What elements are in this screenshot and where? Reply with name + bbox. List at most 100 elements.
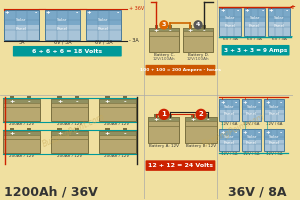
Bar [105,96,110,99]
Bar [57,96,62,99]
Text: +: + [244,8,249,13]
Text: Solar: Solar [249,16,260,20]
Bar [268,8,290,22]
Bar [105,128,110,131]
Text: 12V / 6A: 12V / 6A [244,122,260,126]
Bar [51,99,88,121]
Text: -: - [257,130,260,135]
Text: Panel: Panel [246,112,257,116]
Circle shape [196,109,206,119]
Bar [264,99,284,121]
Text: -: - [76,99,78,104]
Text: Solar: Solar [224,135,235,139]
Text: +: + [220,100,225,105]
Bar [191,114,195,117]
Text: 1: 1 [161,111,166,117]
Text: 12V / 6A: 12V / 6A [244,152,260,156]
Bar [264,129,284,140]
Text: +: + [57,131,62,136]
Text: Panel: Panel [16,27,27,31]
Text: Solar: Solar [225,16,236,20]
Text: Solar: Solar [246,135,257,139]
Text: Panel: Panel [246,141,257,145]
Bar [220,140,239,151]
Text: Battery A: 12V: Battery A: 12V [149,144,179,148]
Text: +: + [46,10,50,15]
Bar [98,131,136,135]
Text: 12 + 12 = 24 Volts: 12 + 12 = 24 Volts [148,163,213,168]
FancyBboxPatch shape [146,160,215,171]
Text: -: - [235,130,237,135]
Circle shape [194,21,202,29]
Bar [154,114,158,117]
Text: Panel: Panel [268,141,280,145]
Text: 6V / 3A: 6V / 3A [247,37,262,41]
Bar [123,96,127,99]
Bar [75,128,79,131]
Bar [45,10,80,25]
Text: 12V / 6A: 12V / 6A [221,122,237,126]
Text: -: - [169,117,172,122]
Text: -: - [124,131,126,136]
Text: -: - [28,99,31,104]
Bar [51,99,88,103]
Bar [3,99,40,121]
Bar [45,25,80,40]
Bar [4,10,39,40]
Bar [242,99,261,121]
Text: Solar: Solar [57,18,68,22]
Text: Panel: Panel [224,112,235,116]
Bar [57,128,62,131]
Text: Panel: Panel [224,141,235,145]
Text: Battery C.: Battery C. [154,53,174,57]
Text: 12V / 6A: 12V / 6A [221,152,237,156]
Text: 12V / 6A: 12V / 6A [266,152,282,156]
Text: 6V / 3A: 6V / 3A [94,40,112,45]
Bar [185,117,217,143]
Bar [242,129,261,151]
Text: -: - [206,117,209,122]
Text: Panel: Panel [268,112,280,116]
Text: -: - [28,131,31,136]
Bar [185,117,217,121]
Text: Solar: Solar [274,16,284,20]
Text: -: - [290,34,292,40]
Text: 6V / 3A: 6V / 3A [223,37,238,41]
Text: 3: 3 [162,22,166,27]
Text: +: + [220,8,225,13]
Text: -: - [261,8,263,13]
Bar [75,96,79,99]
Bar [220,129,239,140]
Bar [244,8,265,36]
Text: +: + [57,99,62,104]
FancyBboxPatch shape [146,65,215,75]
Text: 36V / 8A: 36V / 8A [228,185,287,198]
FancyBboxPatch shape [13,46,122,56]
Bar [268,22,290,36]
Bar [244,8,265,22]
Text: 6V / 3A: 6V / 3A [272,37,286,41]
Bar [220,8,241,22]
Text: +: + [86,10,91,15]
Text: -: - [35,10,37,15]
Text: 200Ah / 12V: 200Ah / 12V [57,154,82,158]
Text: - 3A: - 3A [129,38,139,43]
Bar [27,128,32,131]
Text: -: - [76,10,78,15]
Text: 6V / 3A: 6V / 3A [54,40,71,45]
Text: -: - [124,99,126,104]
Text: +: + [269,8,274,13]
Text: -: - [257,100,260,105]
Text: 100 + 100 = 200 Ampere - hours: 100 + 100 = 200 Ampere - hours [140,68,221,72]
Bar [264,99,284,110]
Bar [3,99,40,103]
Text: 200Ah / 12V: 200Ah / 12V [104,122,130,126]
Text: 12V / 6A: 12V / 6A [266,122,282,126]
Bar [202,25,206,28]
Bar [149,28,178,31]
Bar [242,99,261,110]
Bar [10,96,14,99]
Bar [206,114,209,117]
Text: Solar: Solar [269,105,279,109]
Text: +: + [220,130,225,135]
